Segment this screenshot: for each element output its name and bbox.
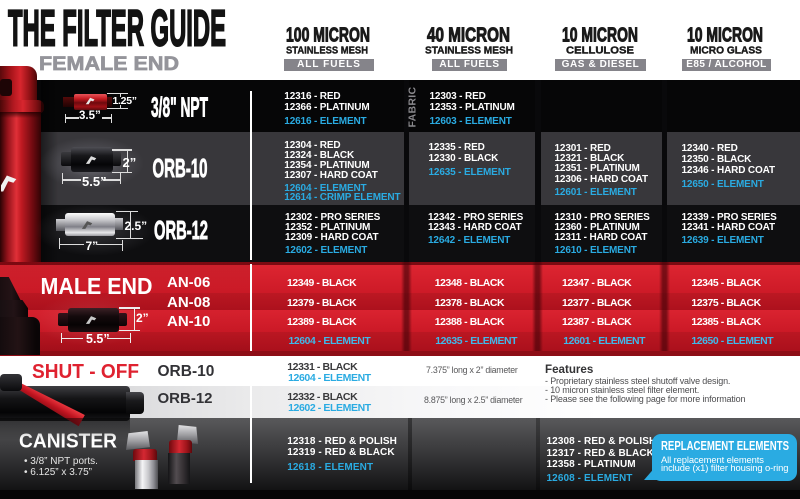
svg-text:REPLACEMENT ELEMENTS: REPLACEMENT ELEMENTS [661, 439, 789, 453]
svg-text:10 MICRON: 10 MICRON [562, 25, 638, 47]
svg-text:10 MICRON: 10 MICRON [687, 25, 763, 47]
svg-text:THE FILTER GUIDE: THE FILTER GUIDE [8, 0, 226, 57]
svg-text:MALE END: MALE END [41, 273, 153, 299]
svg-text:MICRO GLASS: MICRO GLASS [690, 45, 762, 57]
svg-text:STAINLESS MESH: STAINLESS MESH [425, 45, 513, 57]
svg-text:ORB-10: ORB-10 [153, 153, 208, 183]
svg-text:SHUT - OFF: SHUT - OFF [32, 361, 139, 383]
svg-text:3/8" NPT: 3/8" NPT [151, 92, 208, 123]
svg-text:CANISTER: CANISTER [19, 430, 117, 453]
svg-text:40 MICRON: 40 MICRON [427, 25, 510, 47]
svg-text:CELLULOSE: CELLULOSE [566, 45, 634, 57]
svg-text:STAINLESS MESH: STAINLESS MESH [286, 45, 368, 57]
svg-text:100 MICRON: 100 MICRON [286, 25, 370, 47]
svg-text:FEMALE END: FEMALE END [39, 54, 179, 75]
